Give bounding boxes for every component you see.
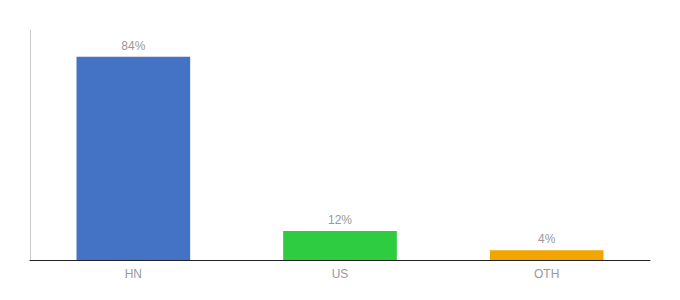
svg-text:HN: HN [125, 267, 142, 281]
svg-text:US: US [332, 267, 349, 281]
svg-text:84%: 84% [121, 39, 145, 53]
svg-text:4%: 4% [538, 232, 556, 246]
svg-text:OTH: OTH [534, 267, 559, 281]
svg-text:12%: 12% [328, 213, 352, 227]
